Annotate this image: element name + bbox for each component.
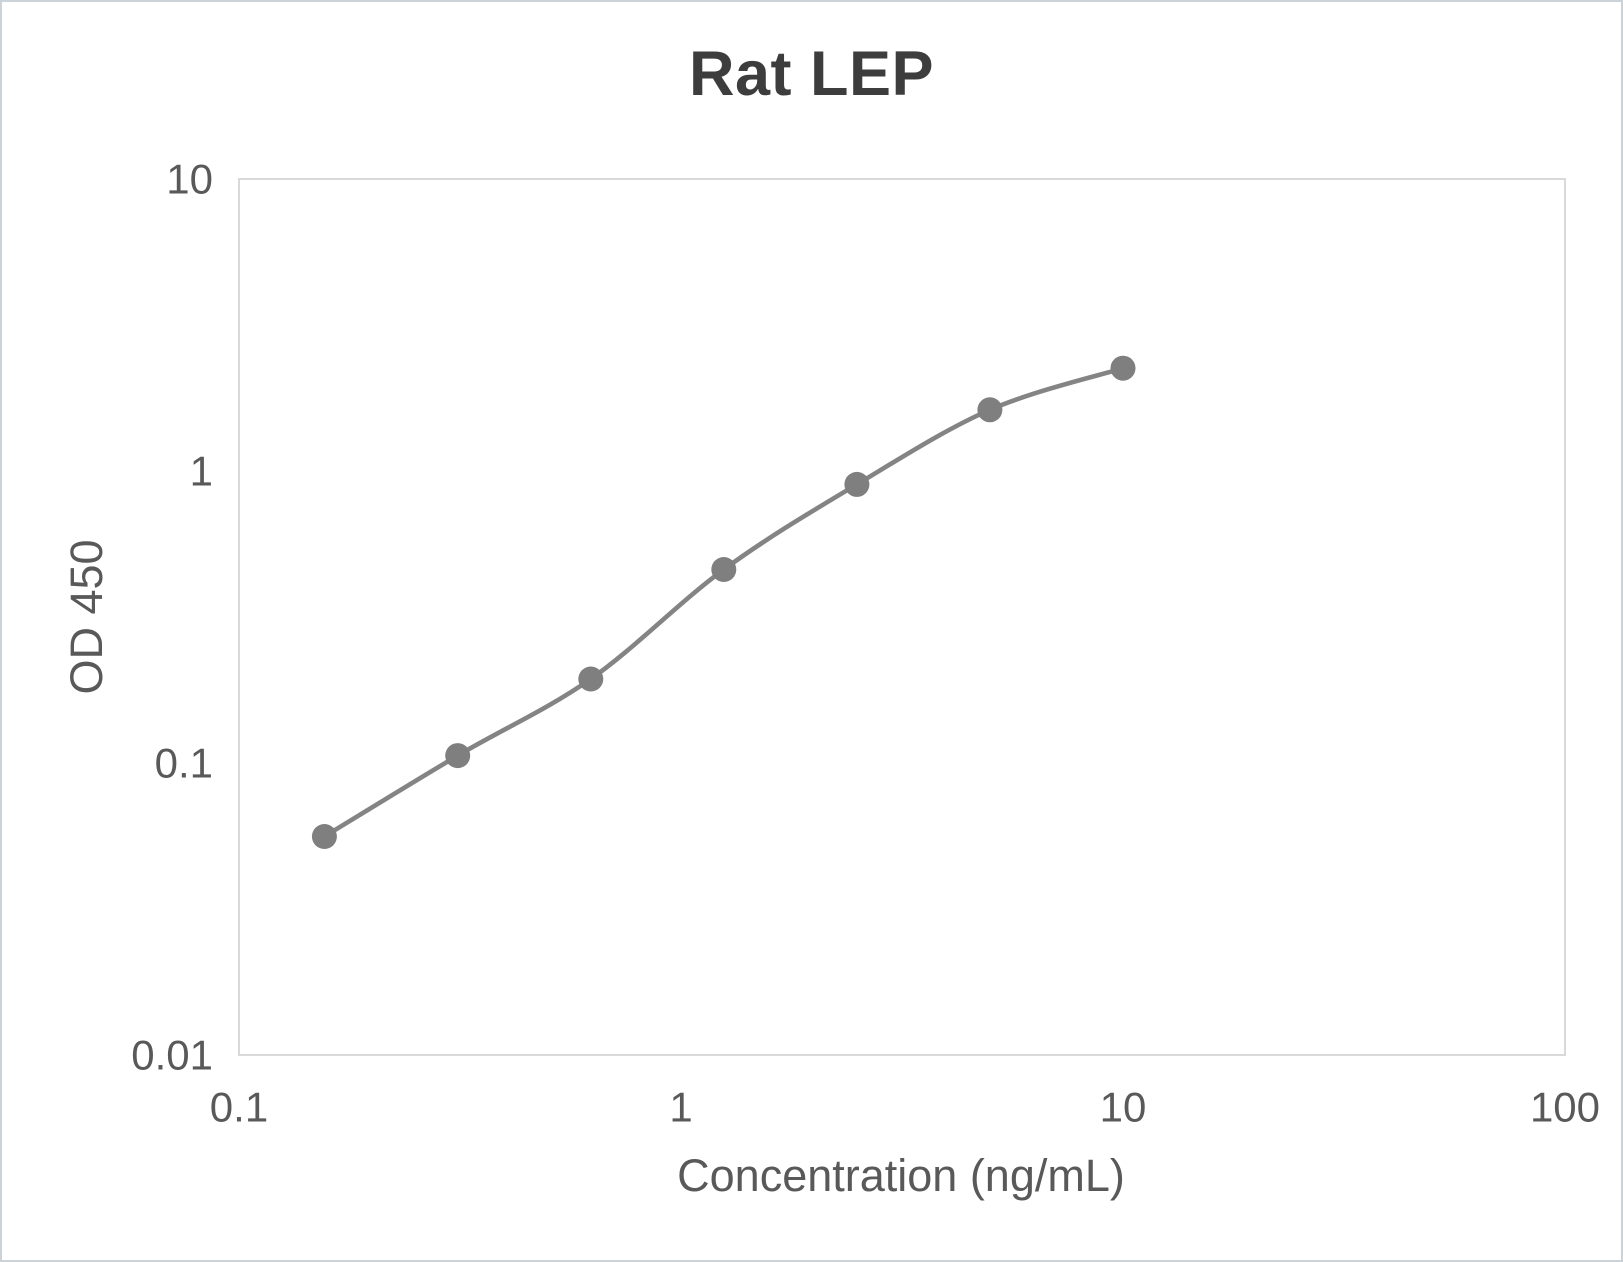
data-point-marker — [977, 397, 1003, 423]
x-tick-label: 100 — [1530, 1084, 1600, 1131]
data-point-marker — [445, 743, 471, 769]
y-axis-title: OD 450 — [61, 539, 112, 695]
x-tick-label: 0.1 — [210, 1084, 268, 1131]
data-point-marker — [711, 557, 737, 582]
x-tick-label: 10 — [1100, 1084, 1147, 1131]
data-point-marker — [311, 824, 337, 849]
x-axis-title: Concentration (ng/mL) — [677, 1150, 1125, 1201]
y-tick-label: 1 — [190, 448, 213, 495]
x-tick-label: 1 — [669, 1084, 692, 1131]
y-tick-label: 0.1 — [155, 740, 213, 787]
data-point-marker — [578, 666, 604, 692]
chart-title: Rat LEP — [688, 39, 935, 109]
y-tick-label: 10 — [166, 156, 213, 203]
data-point-marker — [1110, 355, 1136, 381]
y-tick-label: 0.01 — [131, 1032, 213, 1079]
series-line — [322, 365, 1126, 839]
plot-border — [238, 178, 1566, 1056]
data-point-marker — [844, 471, 870, 497]
